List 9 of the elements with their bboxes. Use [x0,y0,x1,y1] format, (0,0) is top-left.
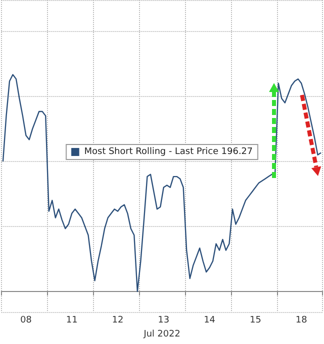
x-tick-label: 13 [158,316,170,326]
x-tick-label: 08 [20,316,32,326]
x-axis-title: Jul 2022 [142,330,180,340]
x-tick-label: 15 [250,316,262,326]
x-tick-label: 12 [112,316,124,326]
legend-label: Most Short Rolling - Last Price 196.27 [84,146,253,157]
x-tick-label: 11 [66,316,78,326]
x-tick-label: 18 [296,316,308,326]
x-tick-label: 14 [204,316,216,326]
